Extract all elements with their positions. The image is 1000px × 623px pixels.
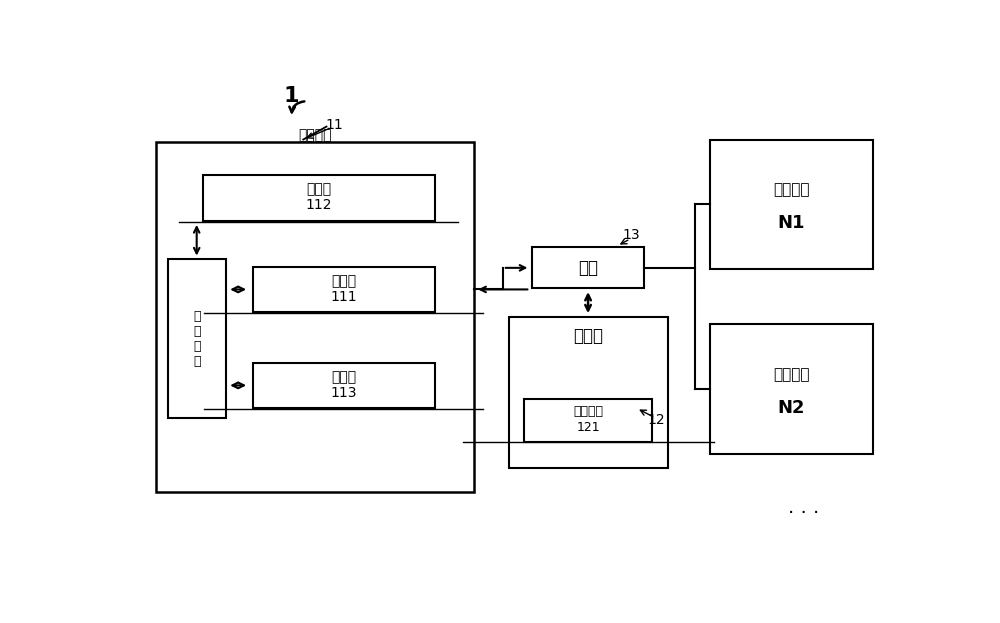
Text: 网关: 网关 — [578, 259, 598, 277]
Bar — [202, 176, 435, 221]
Text: 处理器: 处理器 — [306, 183, 331, 197]
Bar — [524, 399, 652, 442]
Bar — [156, 142, 474, 492]
Bar — [710, 324, 873, 454]
Text: 用户终端: 用户终端 — [773, 183, 810, 197]
Bar — [509, 317, 668, 468]
Text: N2: N2 — [778, 399, 805, 417]
Bar — [253, 267, 435, 312]
Text: 112: 112 — [306, 199, 332, 212]
Text: 用户终端: 用户终端 — [298, 128, 332, 141]
Text: N1: N1 — [778, 214, 805, 232]
Text: 13: 13 — [622, 229, 640, 242]
Text: 11: 11 — [325, 118, 343, 132]
Bar — [253, 363, 435, 408]
Text: · · ·: · · · — [788, 504, 819, 523]
Text: 12: 12 — [647, 413, 665, 427]
Bar — [532, 247, 644, 288]
Bar — [168, 259, 226, 418]
Text: 显示器: 显示器 — [331, 369, 356, 384]
Text: 用户终端: 用户终端 — [773, 367, 810, 382]
Text: 数
据
总
线: 数 据 总 线 — [193, 310, 200, 368]
Bar — [710, 140, 873, 269]
Text: 服务器: 服务器 — [573, 327, 603, 345]
Text: 113: 113 — [331, 386, 357, 399]
Text: 摄像头: 摄像头 — [331, 273, 356, 288]
Text: 111: 111 — [331, 290, 357, 303]
Text: 构建单元: 构建单元 — [573, 405, 603, 418]
Text: 121: 121 — [576, 421, 600, 434]
Text: 1: 1 — [284, 87, 299, 107]
